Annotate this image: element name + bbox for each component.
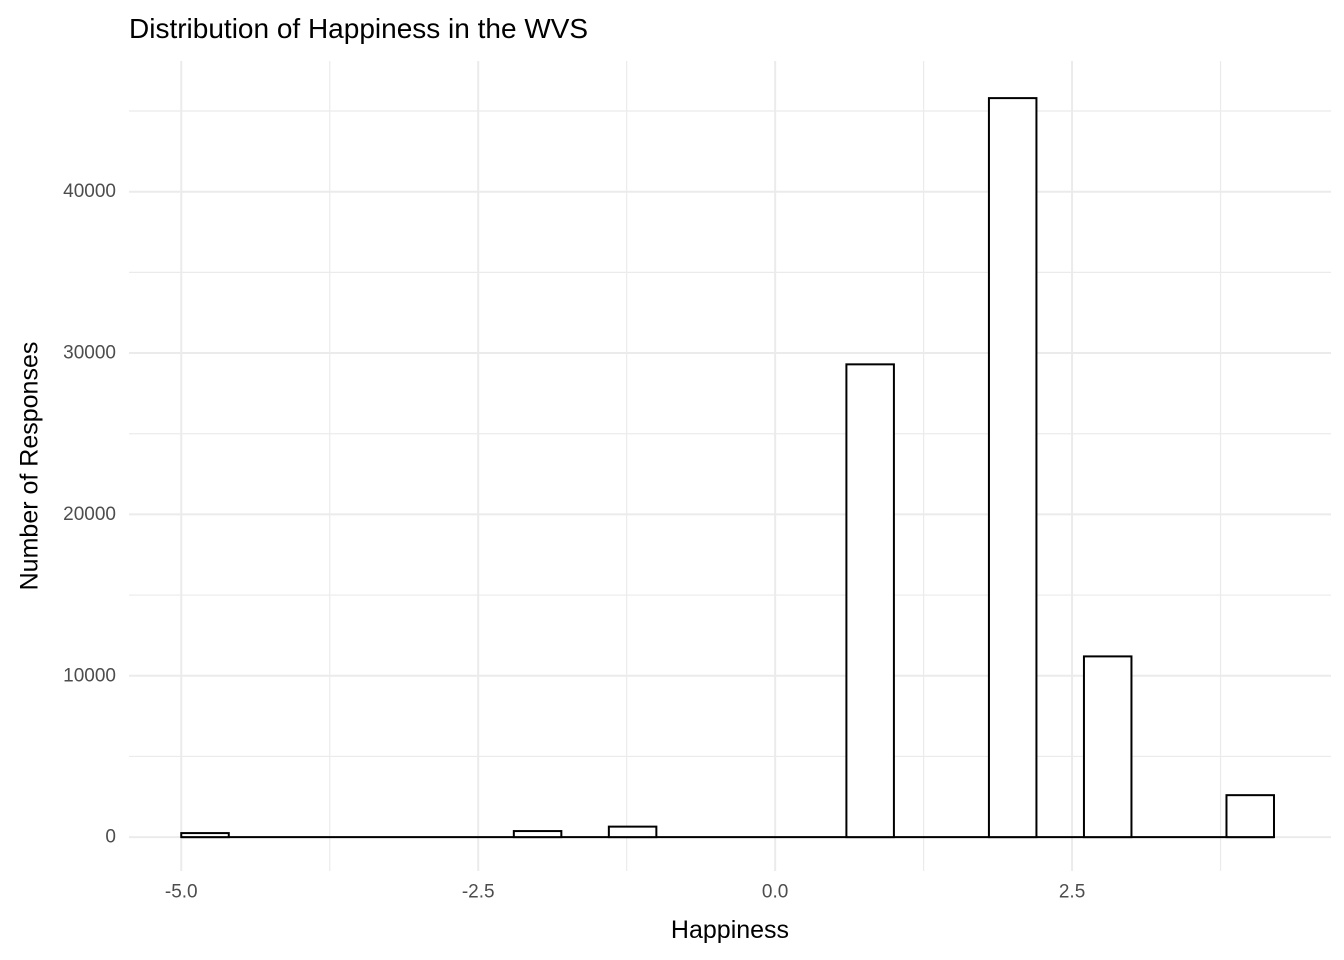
y-tick-label: 0	[105, 827, 116, 848]
histogram-bar	[1082, 655, 1133, 839]
x-tick-label: 0.0	[762, 882, 788, 903]
x-axis-title: Happiness	[670, 916, 790, 944]
y-tick-label: 20000	[63, 504, 116, 525]
histogram-bar	[1225, 794, 1275, 839]
histogram-bar	[180, 832, 230, 839]
chart-title: Distribution of Happiness in the WVS	[129, 13, 589, 44]
y-axis-title: Number of Responses	[15, 341, 44, 591]
histogram-bar	[607, 825, 658, 839]
y-tick-label: 10000	[63, 665, 116, 686]
histogram-bar	[845, 363, 895, 839]
histogram-bar	[987, 97, 1038, 839]
y-tick-label: 30000	[63, 343, 116, 364]
histogram-bar	[512, 830, 563, 839]
x-tick-label: -2.5	[462, 882, 495, 903]
x-tick-label: 2.5	[1059, 882, 1085, 903]
y-tick-label: 40000	[63, 181, 116, 202]
x-tick-label: -5.0	[165, 882, 198, 903]
